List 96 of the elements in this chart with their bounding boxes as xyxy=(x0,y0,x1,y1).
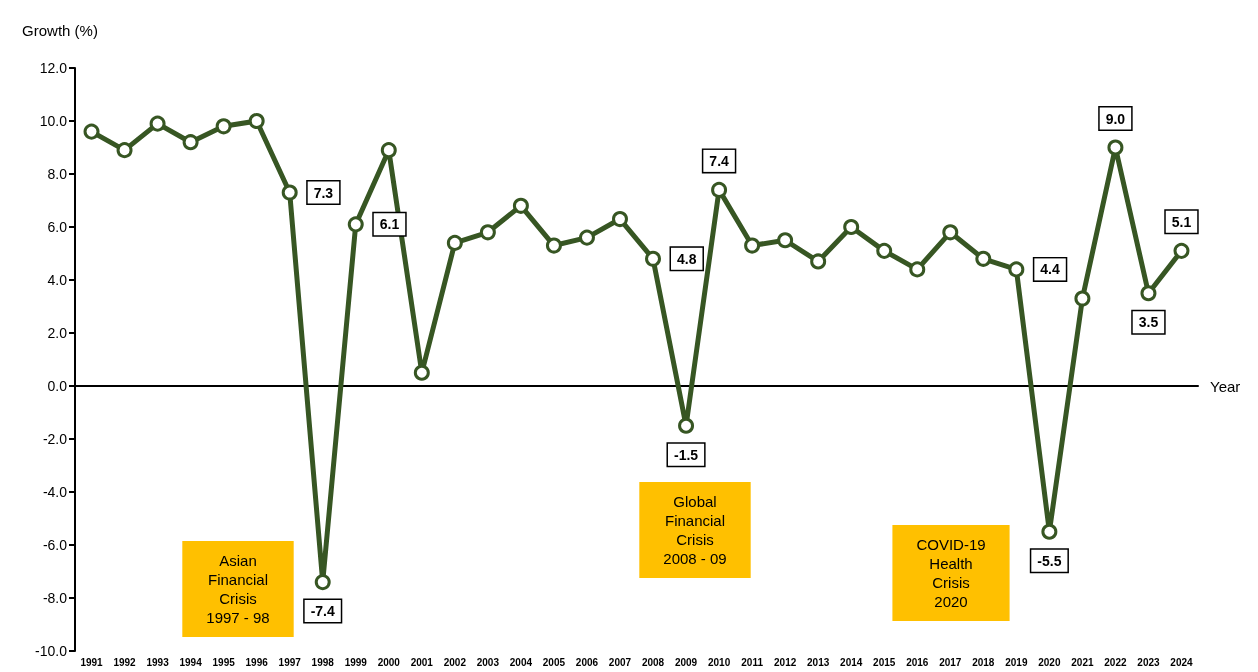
x-tick-label: 2001 xyxy=(410,656,434,668)
point xyxy=(413,364,430,381)
x-tick-label: 2002 xyxy=(443,656,467,668)
point xyxy=(711,181,728,198)
x-tick-label: 1998 xyxy=(311,656,335,668)
point xyxy=(116,142,133,159)
point xyxy=(1173,242,1190,259)
y-axis-title: Growth (%) xyxy=(22,22,98,39)
y-tick-label: 12.0 xyxy=(39,60,68,76)
annotation: Asian Financial Crisis 1997 - 98 xyxy=(206,552,270,626)
point xyxy=(281,184,298,201)
point xyxy=(810,253,827,270)
y-tick-label: 0.0 xyxy=(47,378,68,394)
point xyxy=(942,224,959,241)
data-label: 6.1 xyxy=(379,216,400,233)
x-tick-label: 2016 xyxy=(906,656,929,668)
x-tick-label: 2007 xyxy=(608,656,632,668)
x-tick-label: 2008 xyxy=(641,656,665,668)
data-label: -1.5 xyxy=(673,446,699,463)
point xyxy=(83,123,100,140)
x-tick-label: 2000 xyxy=(377,656,401,668)
point xyxy=(744,237,761,254)
point xyxy=(149,115,166,132)
point xyxy=(545,237,562,254)
y-tick-label: -8.0 xyxy=(42,590,68,606)
x-tick-label: 1991 xyxy=(80,656,104,668)
y-tick-label: -2.0 xyxy=(42,431,68,447)
data-label: 9.0 xyxy=(1105,110,1126,127)
data-label: 5.1 xyxy=(1171,213,1192,230)
point xyxy=(777,232,794,249)
x-tick-label: 1992 xyxy=(113,656,137,668)
data-label: 7.3 xyxy=(313,184,334,201)
y-tick-label: -10.0 xyxy=(35,643,68,659)
point xyxy=(876,242,893,259)
x-tick-label: 2021 xyxy=(1071,656,1094,668)
point xyxy=(1008,261,1025,278)
point xyxy=(578,229,595,246)
data-label: 3.5 xyxy=(1138,314,1159,331)
x-tick-label: 2022 xyxy=(1104,656,1127,668)
point xyxy=(446,234,463,251)
point xyxy=(1041,523,1058,540)
x-tick-label: 1994 xyxy=(179,656,203,668)
x-axis-title: Year xyxy=(1210,377,1241,395)
data-label: 4.4 xyxy=(1040,261,1061,278)
x-tick-label: 1999 xyxy=(344,656,368,668)
x-tick-label: 1997 xyxy=(278,656,302,668)
x-tick-label: 2023 xyxy=(1137,656,1161,668)
point xyxy=(1107,139,1124,156)
data-label: -7.4 xyxy=(310,603,335,620)
point xyxy=(347,216,364,233)
data-label: -5.5 xyxy=(1037,552,1062,569)
point xyxy=(215,118,232,135)
point xyxy=(1074,290,1091,307)
y-tick-label: 10.0 xyxy=(39,113,68,129)
point xyxy=(182,134,199,151)
point xyxy=(678,417,695,434)
x-tick-label: 2020 xyxy=(1038,656,1061,668)
point xyxy=(479,224,496,241)
point xyxy=(975,250,992,267)
point xyxy=(314,574,331,591)
y-tick-label: -4.0 xyxy=(42,484,68,500)
x-tick-label: 2019 xyxy=(1005,656,1028,668)
point xyxy=(380,142,397,159)
y-tick-label: 6.0 xyxy=(47,219,68,235)
y-tick-label: 4.0 xyxy=(47,272,68,288)
point xyxy=(248,113,265,129)
x-tick-label: 2009 xyxy=(674,656,698,668)
x-tick-label: 2012 xyxy=(774,656,797,668)
x-tick-label: 2013 xyxy=(807,656,830,668)
annotation: COVID-19 Health Crisis 2020 xyxy=(916,536,986,610)
x-tick-label: 2006 xyxy=(575,656,599,668)
point xyxy=(1140,285,1157,302)
x-tick-label: 2010 xyxy=(707,656,731,668)
point xyxy=(612,211,628,228)
x-tick-label: 2005 xyxy=(542,656,566,668)
x-tick-label: 2018 xyxy=(972,656,995,668)
x-tick-label: 2003 xyxy=(476,656,500,668)
y-tick-label: -6.0 xyxy=(42,537,68,553)
x-tick-label: 2014 xyxy=(840,656,863,668)
x-tick-label: 2017 xyxy=(939,656,962,668)
x-tick-label: 1996 xyxy=(245,656,269,668)
data-label: 4.8 xyxy=(677,250,697,267)
x-tick-label: 2004 xyxy=(509,656,533,668)
point xyxy=(645,250,662,267)
point xyxy=(512,197,529,214)
x-tick-label: 2011 xyxy=(741,656,764,668)
point xyxy=(909,261,926,278)
annotation: Global Financial Crisis 2008 - 09 xyxy=(663,493,727,567)
y-tick-label: 8.0 xyxy=(47,166,68,182)
data-label: 7.4 xyxy=(709,152,730,169)
x-tick-label: 1993 xyxy=(146,656,170,668)
x-tick-label: 2015 xyxy=(873,656,896,668)
point xyxy=(843,219,860,235)
x-tick-label: 2024 xyxy=(1170,656,1194,668)
y-tick-label: 2.0 xyxy=(47,325,68,341)
x-tick-label: 1995 xyxy=(212,656,236,668)
